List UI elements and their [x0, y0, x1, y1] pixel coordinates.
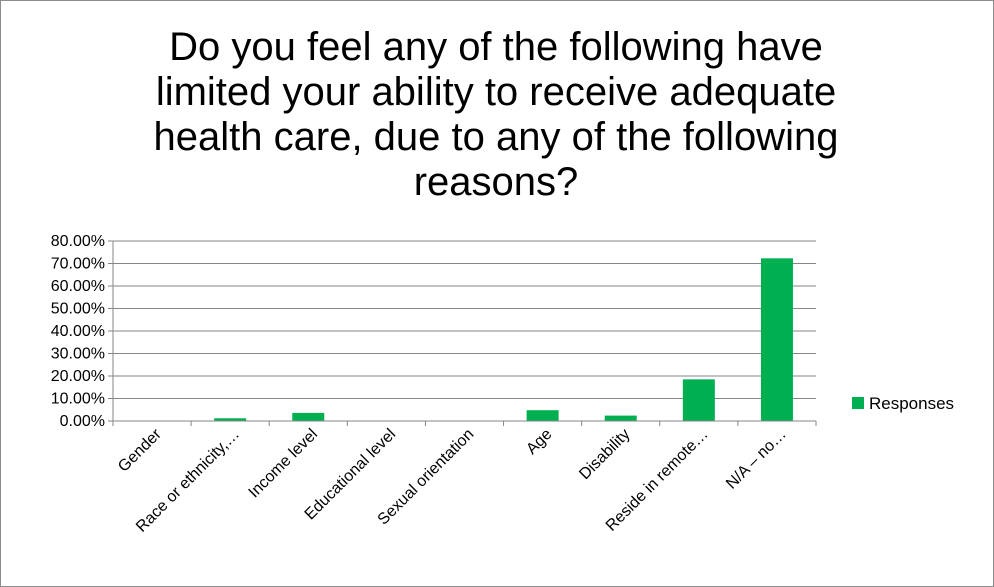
- bar: [292, 412, 325, 421]
- y-tick-label: 80.00%: [51, 233, 105, 250]
- y-tick-label: 20.00%: [51, 368, 105, 385]
- bar: [682, 379, 715, 421]
- y-tick-label: 60.00%: [51, 278, 105, 295]
- y-tick-label: 30.00%: [51, 346, 105, 363]
- bars: [214, 258, 793, 421]
- y-tick-label: 0.00%: [60, 413, 105, 430]
- y-tick-label: 40.00%: [51, 323, 105, 340]
- x-category-label: Income level: [246, 426, 322, 502]
- y-tick-label: 10.00%: [51, 391, 105, 408]
- bar: [526, 410, 559, 421]
- x-category-label: Age: [523, 426, 555, 458]
- x-category-label: Gender: [115, 425, 165, 475]
- bar: [604, 415, 637, 421]
- x-category-label: Disability: [576, 426, 633, 483]
- x-category-label: N/A – no…: [723, 426, 790, 493]
- y-axis: 0.00% 10.00% 20.00% 30.00% 40.00% 50.00% 60.00…: [51, 233, 114, 430]
- legend: Responses: [852, 394, 954, 413]
- y-tick-label: 70.00%: [51, 256, 105, 273]
- legend-swatch: [852, 397, 864, 409]
- y-tick-label: 50.00%: [51, 301, 105, 318]
- chart-title: Do you feel any of the following have li…: [153, 25, 839, 204]
- legend-label: Responses: [869, 394, 954, 413]
- bar: [214, 418, 247, 421]
- bar: [760, 258, 793, 421]
